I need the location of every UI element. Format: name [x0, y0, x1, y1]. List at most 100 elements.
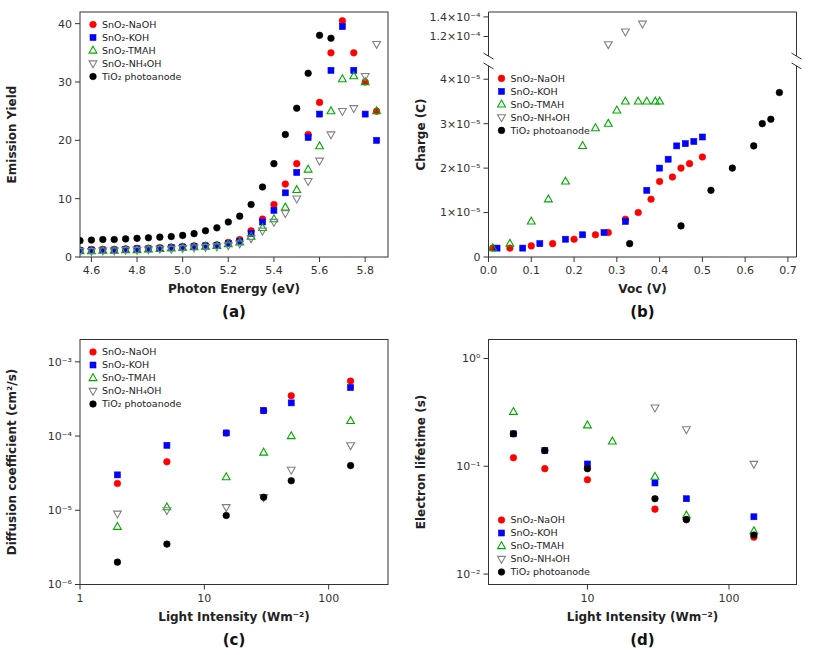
series: [510, 408, 758, 534]
y-tick: [75, 584, 80, 585]
point: [316, 158, 324, 165]
point: [708, 187, 715, 194]
legend-marker: [498, 100, 506, 107]
point: [683, 496, 689, 502]
point: [373, 41, 381, 48]
legend-marker: [89, 374, 97, 381]
point: [669, 174, 676, 181]
y-tick-label: 10⁻⁴: [48, 430, 73, 443]
point: [350, 72, 358, 79]
point: [248, 201, 255, 208]
point: [350, 50, 357, 57]
point: [222, 473, 230, 480]
point: [114, 472, 120, 478]
point: [527, 217, 535, 224]
point: [621, 29, 629, 36]
legend-marker: [498, 556, 506, 563]
y-tick-label: 30: [58, 76, 72, 89]
y-tick: [484, 79, 489, 80]
point: [544, 195, 552, 202]
point: [580, 232, 586, 238]
panel-title: (d): [630, 631, 654, 649]
x-tick-label: 4.6: [83, 264, 101, 277]
legend-marker: [90, 349, 97, 356]
y-axis-label: Electron lifetime (s): [414, 395, 428, 530]
series: [510, 431, 756, 520]
point: [271, 160, 278, 167]
point: [164, 541, 171, 548]
x-tick-label: 5.0: [174, 264, 192, 277]
point: [626, 240, 633, 247]
point: [729, 165, 736, 172]
legend-marker: [499, 530, 505, 536]
point: [293, 105, 300, 112]
point: [214, 225, 221, 232]
point: [339, 17, 346, 24]
y-tick: [75, 198, 80, 199]
legend-marker: [498, 517, 505, 524]
point: [316, 142, 324, 149]
point: [678, 165, 685, 172]
x-tick-label: 4.8: [128, 264, 146, 277]
point: [261, 408, 267, 414]
point: [338, 75, 346, 82]
point: [236, 241, 244, 248]
point: [362, 111, 368, 117]
point: [644, 187, 650, 193]
series: [510, 454, 757, 540]
y-tick: [75, 82, 80, 83]
plot-area: [80, 17, 380, 255]
legend-label: SnO₂-NaOH: [102, 19, 156, 30]
panel-title: (b): [630, 303, 654, 321]
series: [510, 431, 757, 539]
point: [328, 50, 335, 57]
point: [134, 235, 141, 242]
point: [88, 249, 96, 256]
legend-marker: [89, 61, 97, 68]
legend-label: SnO₂-NaOH: [511, 514, 565, 525]
legend-label: SnO₂-TMAH: [102, 45, 156, 56]
point: [537, 241, 543, 247]
legend-label: TiO₂ photoanode: [510, 566, 591, 577]
point: [293, 160, 300, 167]
point: [674, 143, 680, 149]
x-tick-label: 1: [77, 592, 84, 605]
point: [683, 516, 690, 523]
y-tick-label: 1×10⁻⁵: [440, 206, 480, 219]
y-tick: [75, 436, 80, 437]
legend-marker: [89, 46, 97, 53]
point: [287, 432, 295, 439]
legend-label: SnO₂-NaOH: [102, 346, 156, 357]
x-tick: [587, 585, 588, 590]
legend-marker: [498, 569, 505, 576]
panel-title: (a): [222, 303, 246, 321]
point: [592, 124, 600, 131]
x-tick: [328, 585, 329, 590]
x-tick: [91, 257, 92, 262]
y-tick-label: 0: [65, 251, 72, 264]
x-tick: [273, 257, 274, 262]
point: [328, 67, 334, 73]
point: [80, 237, 83, 244]
point: [80, 249, 84, 256]
point: [542, 448, 548, 454]
point: [260, 494, 267, 501]
point: [133, 247, 141, 254]
right-axis-line: [796, 12, 797, 56]
point: [750, 143, 757, 150]
point: [528, 243, 535, 250]
point: [651, 472, 659, 479]
x-tick-label: 10: [197, 592, 211, 605]
point: [293, 196, 301, 203]
y-axis-label: Emission Yield: [5, 86, 19, 184]
point: [191, 230, 198, 237]
point: [621, 97, 629, 104]
legend-label: SnO₂-NaOH: [511, 73, 565, 84]
axis-break: [484, 63, 494, 69]
x-axis-label: Light Intensity (Wm⁻²): [567, 610, 719, 624]
x-tick-label: 100: [318, 592, 339, 605]
legend-marker: [498, 75, 505, 82]
point: [294, 169, 300, 175]
point: [613, 106, 621, 113]
x-tick: [204, 585, 205, 590]
